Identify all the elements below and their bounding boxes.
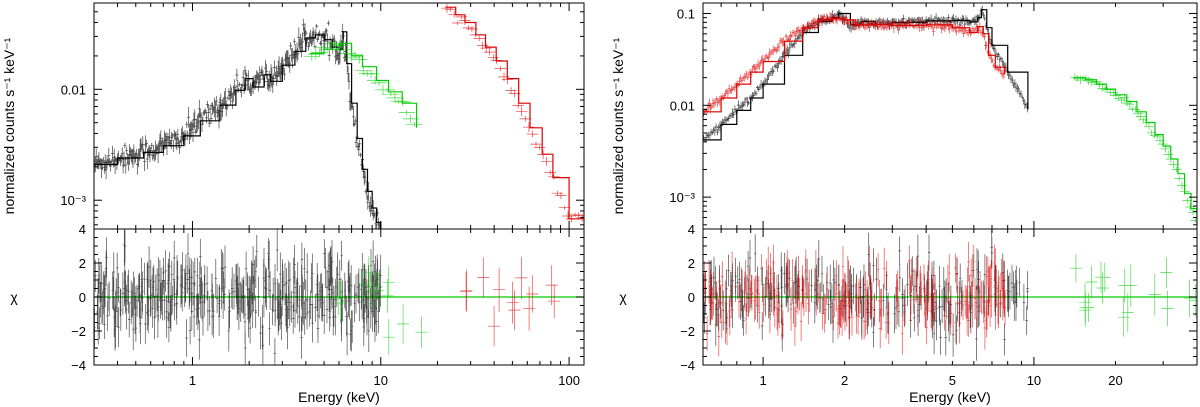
left-red-residuals (460, 256, 561, 347)
right-bottom-y-tick-label: −2 (680, 324, 695, 339)
left-x-axis-title: Energy (keV) (298, 389, 380, 405)
right-top-y-tick-label: 10⁻³ (669, 190, 695, 205)
left-x-tick-label: 1 (189, 373, 196, 388)
left-x-tick-label: 10 (374, 373, 388, 388)
left-chart: 1 10 100 Energy (keV) 0.01 10⁻³ normalized cou… (1, 2, 585, 405)
left-bottom-y-axis-title: χ (10, 289, 18, 305)
right-x-tick-label: 5 (949, 373, 956, 388)
right-top-frame (702, 2, 1198, 230)
left-top-plot-area (94, 3, 584, 229)
right-bottom-y-axis-title: χ (619, 289, 627, 305)
left-x-tick-label: 100 (558, 373, 580, 388)
right-x-axis-title: Energy (keV) (909, 389, 991, 405)
right-x-tick-label: 10 (1027, 373, 1041, 388)
right-x-tick-label: 2 (841, 373, 848, 388)
right-top-y-tick-label: 0.1 (677, 6, 695, 21)
right-bottom-y-tick-label: 2 (688, 256, 695, 271)
left-black-data-points (94, 18, 381, 229)
left-red-data-points (441, 3, 584, 223)
right-bottom-y-tick-label: 4 (688, 222, 695, 237)
right-green-residuals (1069, 254, 1197, 337)
left-bottom-y-tick-label: −4 (71, 358, 86, 373)
right-green-model-line (1073, 77, 1197, 225)
left-bottom-plot-area (94, 229, 584, 365)
right-bottom-y-tick-label: 0 (688, 290, 695, 305)
right-top-y-axis-title: normalized counts s⁻¹ keV⁻¹ (610, 37, 626, 214)
right-top-y-tick-label: 0.01 (670, 98, 695, 113)
left-top-y-tick-label: 0.01 (61, 82, 86, 97)
right-red-residuals (703, 241, 1007, 357)
left-bottom-y-tick-label: 4 (79, 222, 86, 237)
right-red-model-line (703, 18, 1006, 113)
right-black-model-line (703, 9, 1029, 141)
left-bottom-y-tick-label: −2 (71, 324, 86, 339)
right-x-tick-label: 1 (759, 373, 766, 388)
left-green-data-points (303, 39, 423, 127)
left-red-model-line (445, 6, 584, 220)
right-top-plot-area (703, 5, 1197, 225)
left-green-model-line (309, 42, 418, 128)
left-green-residuals (332, 256, 428, 356)
right-bottom-y-tick-label: −4 (680, 358, 695, 373)
right-green-data-points (1069, 73, 1197, 223)
left-bottom-y-tick-label: 0 (79, 290, 86, 305)
right-x-tick-label: 20 (1108, 373, 1122, 388)
left-bottom-y-tick-label: 2 (79, 256, 86, 271)
left-black-model-line (94, 31, 382, 229)
left-top-frame (93, 2, 585, 230)
left-top-y-axis-title: normalized counts s⁻¹ keV⁻¹ (1, 37, 17, 214)
right-bottom-plot-area (703, 229, 1197, 361)
left-top-y-tick-label: 10⁻³ (60, 193, 86, 208)
